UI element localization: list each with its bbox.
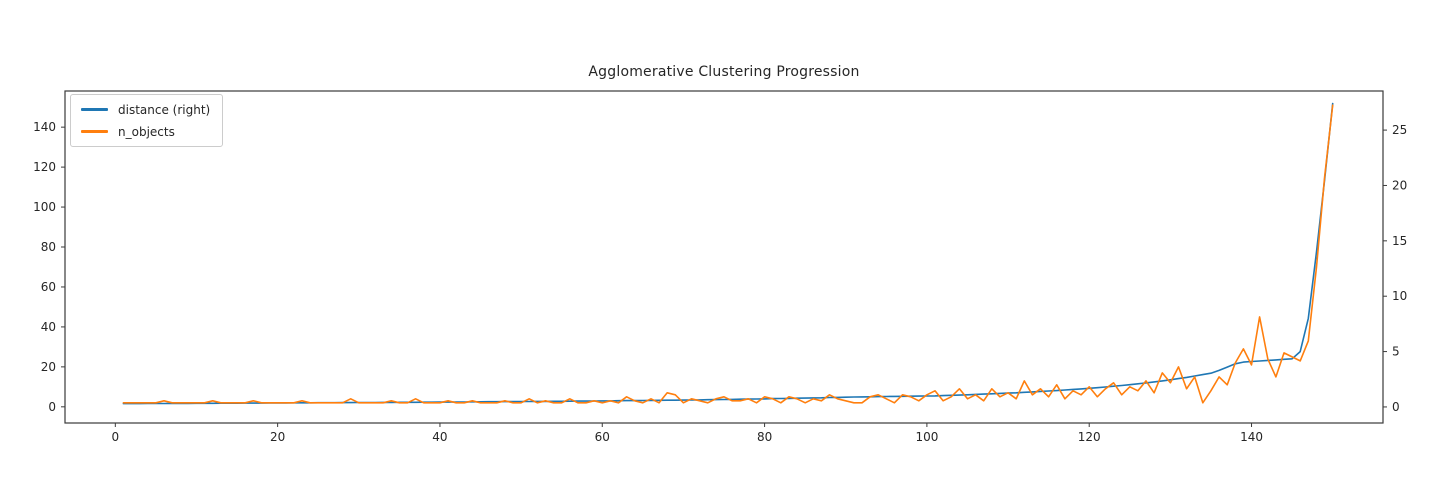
x-tick-label: 40 [432, 430, 447, 444]
y-left-tick-label: 0 [48, 400, 56, 414]
legend-line-sample-distance-icon [81, 108, 108, 111]
x-tick-label: 140 [1240, 430, 1263, 444]
y-left-tick-label: 40 [41, 320, 56, 334]
y-right-tick-label: 15 [1392, 234, 1407, 248]
x-tick-label: 20 [270, 430, 285, 444]
x-tick-label: 100 [915, 430, 938, 444]
y-left-tick-label: 120 [33, 160, 56, 174]
y-left-tick-label: 20 [41, 360, 56, 374]
x-tick-label: 80 [757, 430, 772, 444]
y-right-tick-label: 0 [1392, 400, 1400, 414]
y-left-tick-label: 100 [33, 200, 56, 214]
plot-area-frame [64, 90, 1384, 424]
series-line-distance [122, 102, 1334, 405]
x-tick-label: 60 [595, 430, 610, 444]
y-right-tick-label: 20 [1392, 178, 1407, 192]
legend-label-n-objects: n_objects [118, 124, 175, 139]
legend-label-distance: distance (right) [118, 102, 211, 117]
y-left-tick-label: 80 [41, 240, 56, 254]
y-right-tick-label: 5 [1392, 345, 1400, 359]
x-tick-label: 120 [1078, 430, 1101, 444]
legend-line-sample-n-objects-icon [81, 130, 108, 133]
x-tick-label: 0 [111, 430, 119, 444]
legend-item-n-objects: n_objects [81, 123, 210, 140]
y-left-tick-label: 140 [33, 120, 56, 134]
legend-item-distance: distance (right) [81, 101, 210, 118]
y-right-tick-label: 25 [1392, 123, 1407, 137]
y-right-tick-label: 10 [1392, 289, 1407, 303]
series-line-n-objects [122, 104, 1334, 404]
legend: distance (right) n_objects [70, 94, 224, 147]
y-left-tick-label: 60 [41, 280, 56, 294]
chart-title: Agglomerative Clustering Progression [588, 64, 860, 80]
